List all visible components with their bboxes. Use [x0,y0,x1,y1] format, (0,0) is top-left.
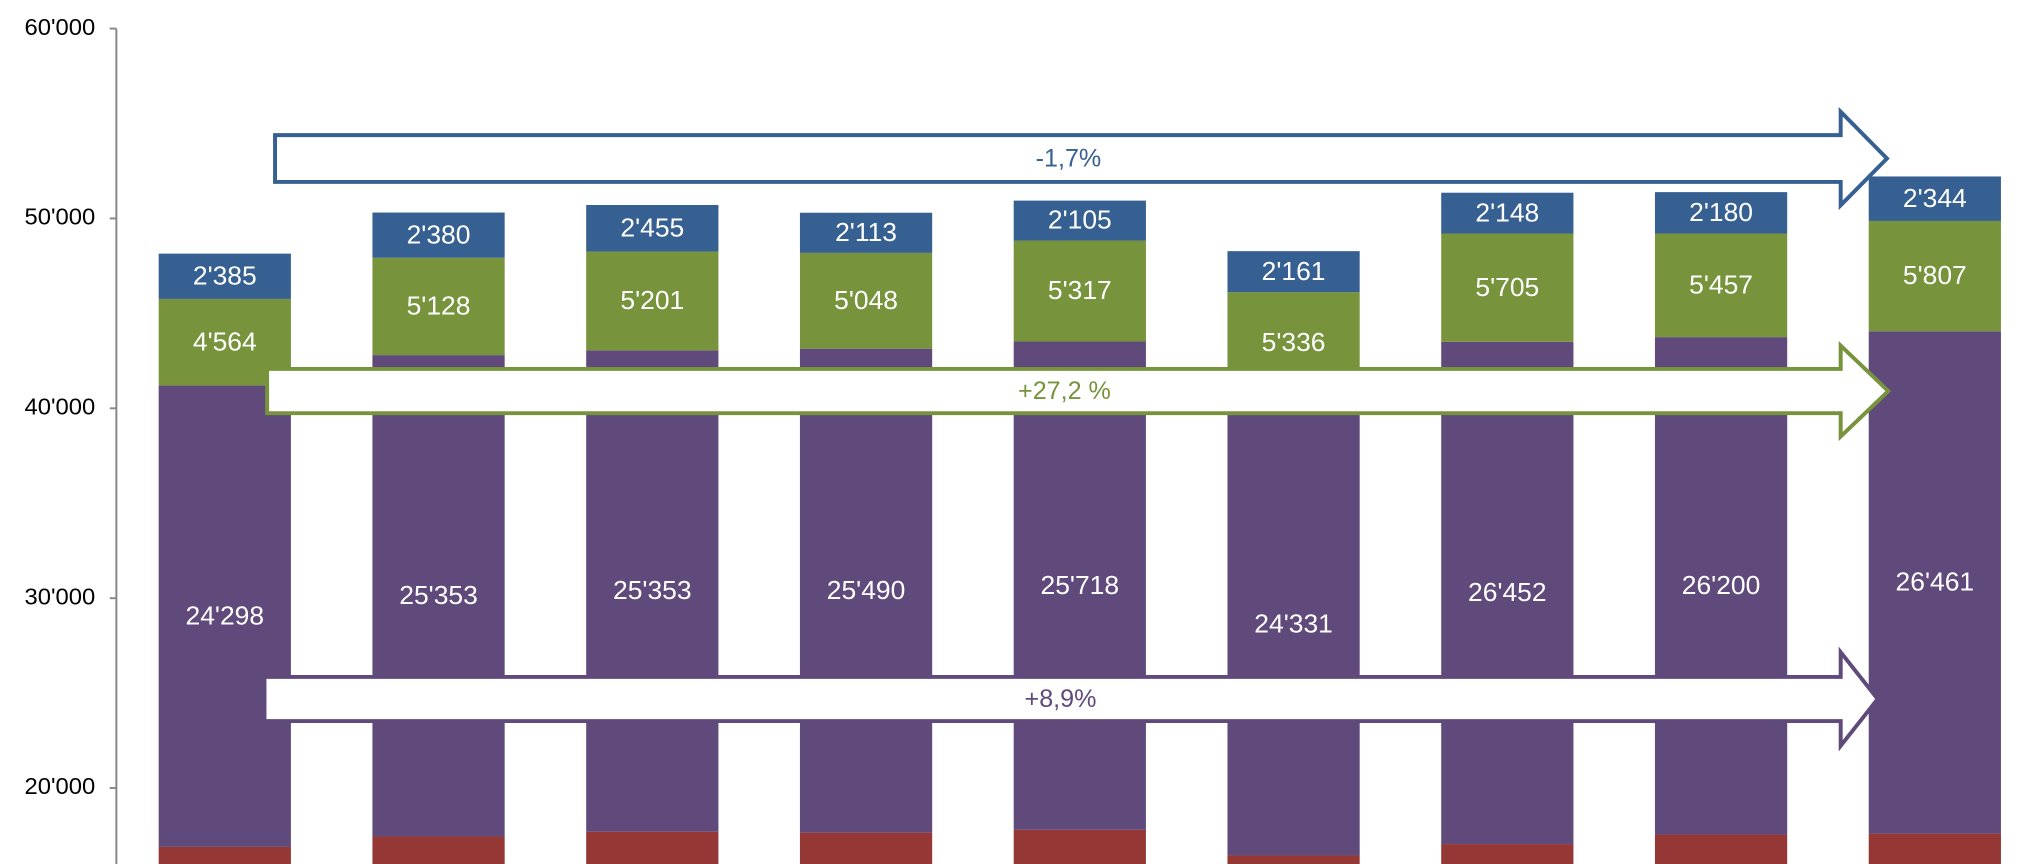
trend-label: -1,7% [1036,145,1102,173]
y-tick-label: 60'000 [25,14,96,40]
value-label: 5'048 [834,285,898,315]
bar-segment [1013,341,1146,830]
trend-label: +8,9% [1025,685,1097,713]
value-label: 5'317 [1048,275,1112,305]
trend-label: +27,2 % [1018,377,1111,405]
value-label: 5'201 [620,285,684,315]
bar-segment [158,846,291,864]
bar-segment [1654,337,1788,835]
y-tick-label: 20'000 [25,773,96,799]
value-label: 2'344 [1903,183,1967,213]
bar-segment [799,252,933,349]
bar-segment [586,350,719,832]
bar-segment [1654,192,1788,234]
value-label: 25'718 [1041,570,1120,600]
bar-segment [586,831,719,864]
bar-segment [1441,192,1574,234]
value-label: 25'490 [827,575,906,605]
bar-segment [372,212,505,258]
bar-segment [158,253,291,299]
trend-arrow [273,106,1890,211]
bar-segment [158,385,291,847]
value-label: 2'455 [620,213,684,243]
bar-segment [1441,233,1574,342]
bar-segment [1013,200,1146,241]
bar-segment [1441,844,1574,864]
bar-segment [1013,240,1146,342]
bar-segment [1868,176,2001,221]
y-tick-label: 50'000 [25,204,96,230]
bar-segment [799,348,933,833]
bar-segment [586,204,719,252]
value-label: 26'452 [1468,577,1547,607]
value-label: 4'564 [193,327,257,357]
value-label: 2'113 [835,217,897,247]
value-label: 2'380 [407,220,471,250]
bar-segment [799,832,933,864]
y-tick-label: 40'000 [25,394,96,420]
bar-segment [372,355,505,837]
bar-segment [1227,855,1360,864]
value-label: 26'461 [1896,567,1975,597]
bar-segment [586,251,719,351]
y-tick-label: 30'000 [25,584,96,610]
value-label: 24'298 [186,601,265,631]
bar-segment [1013,829,1146,864]
bar-segment [372,257,505,356]
value-label: 24'331 [1254,609,1333,639]
value-label: 2'180 [1689,197,1753,227]
value-label: 2'161 [1262,256,1326,286]
bar-segment [1868,220,2001,332]
bar-segment [1441,341,1574,845]
bar-segment [1654,834,1788,864]
value-label: 25'353 [399,580,478,610]
bar-segment [372,836,505,864]
value-label: 5'336 [1262,327,1326,357]
value-label: 2'385 [193,261,257,291]
trend-arrow [265,340,1892,442]
bar-segment [1868,331,2001,834]
bar-segment [1868,833,2001,864]
value-label: 5'705 [1475,272,1539,302]
value-label: 26'200 [1682,570,1761,600]
value-label: 5'128 [407,291,471,321]
bar-segment [799,212,933,253]
value-label: 2'148 [1475,197,1539,227]
value-label: 5'807 [1903,260,1967,290]
bar-segment [1654,233,1788,338]
value-label: 5'457 [1689,270,1753,300]
value-label: 2'105 [1048,205,1112,235]
value-label: 25'353 [613,575,692,605]
trend-arrow [262,646,1881,752]
bar-segment [1227,393,1360,856]
bar-segment [1227,251,1360,293]
